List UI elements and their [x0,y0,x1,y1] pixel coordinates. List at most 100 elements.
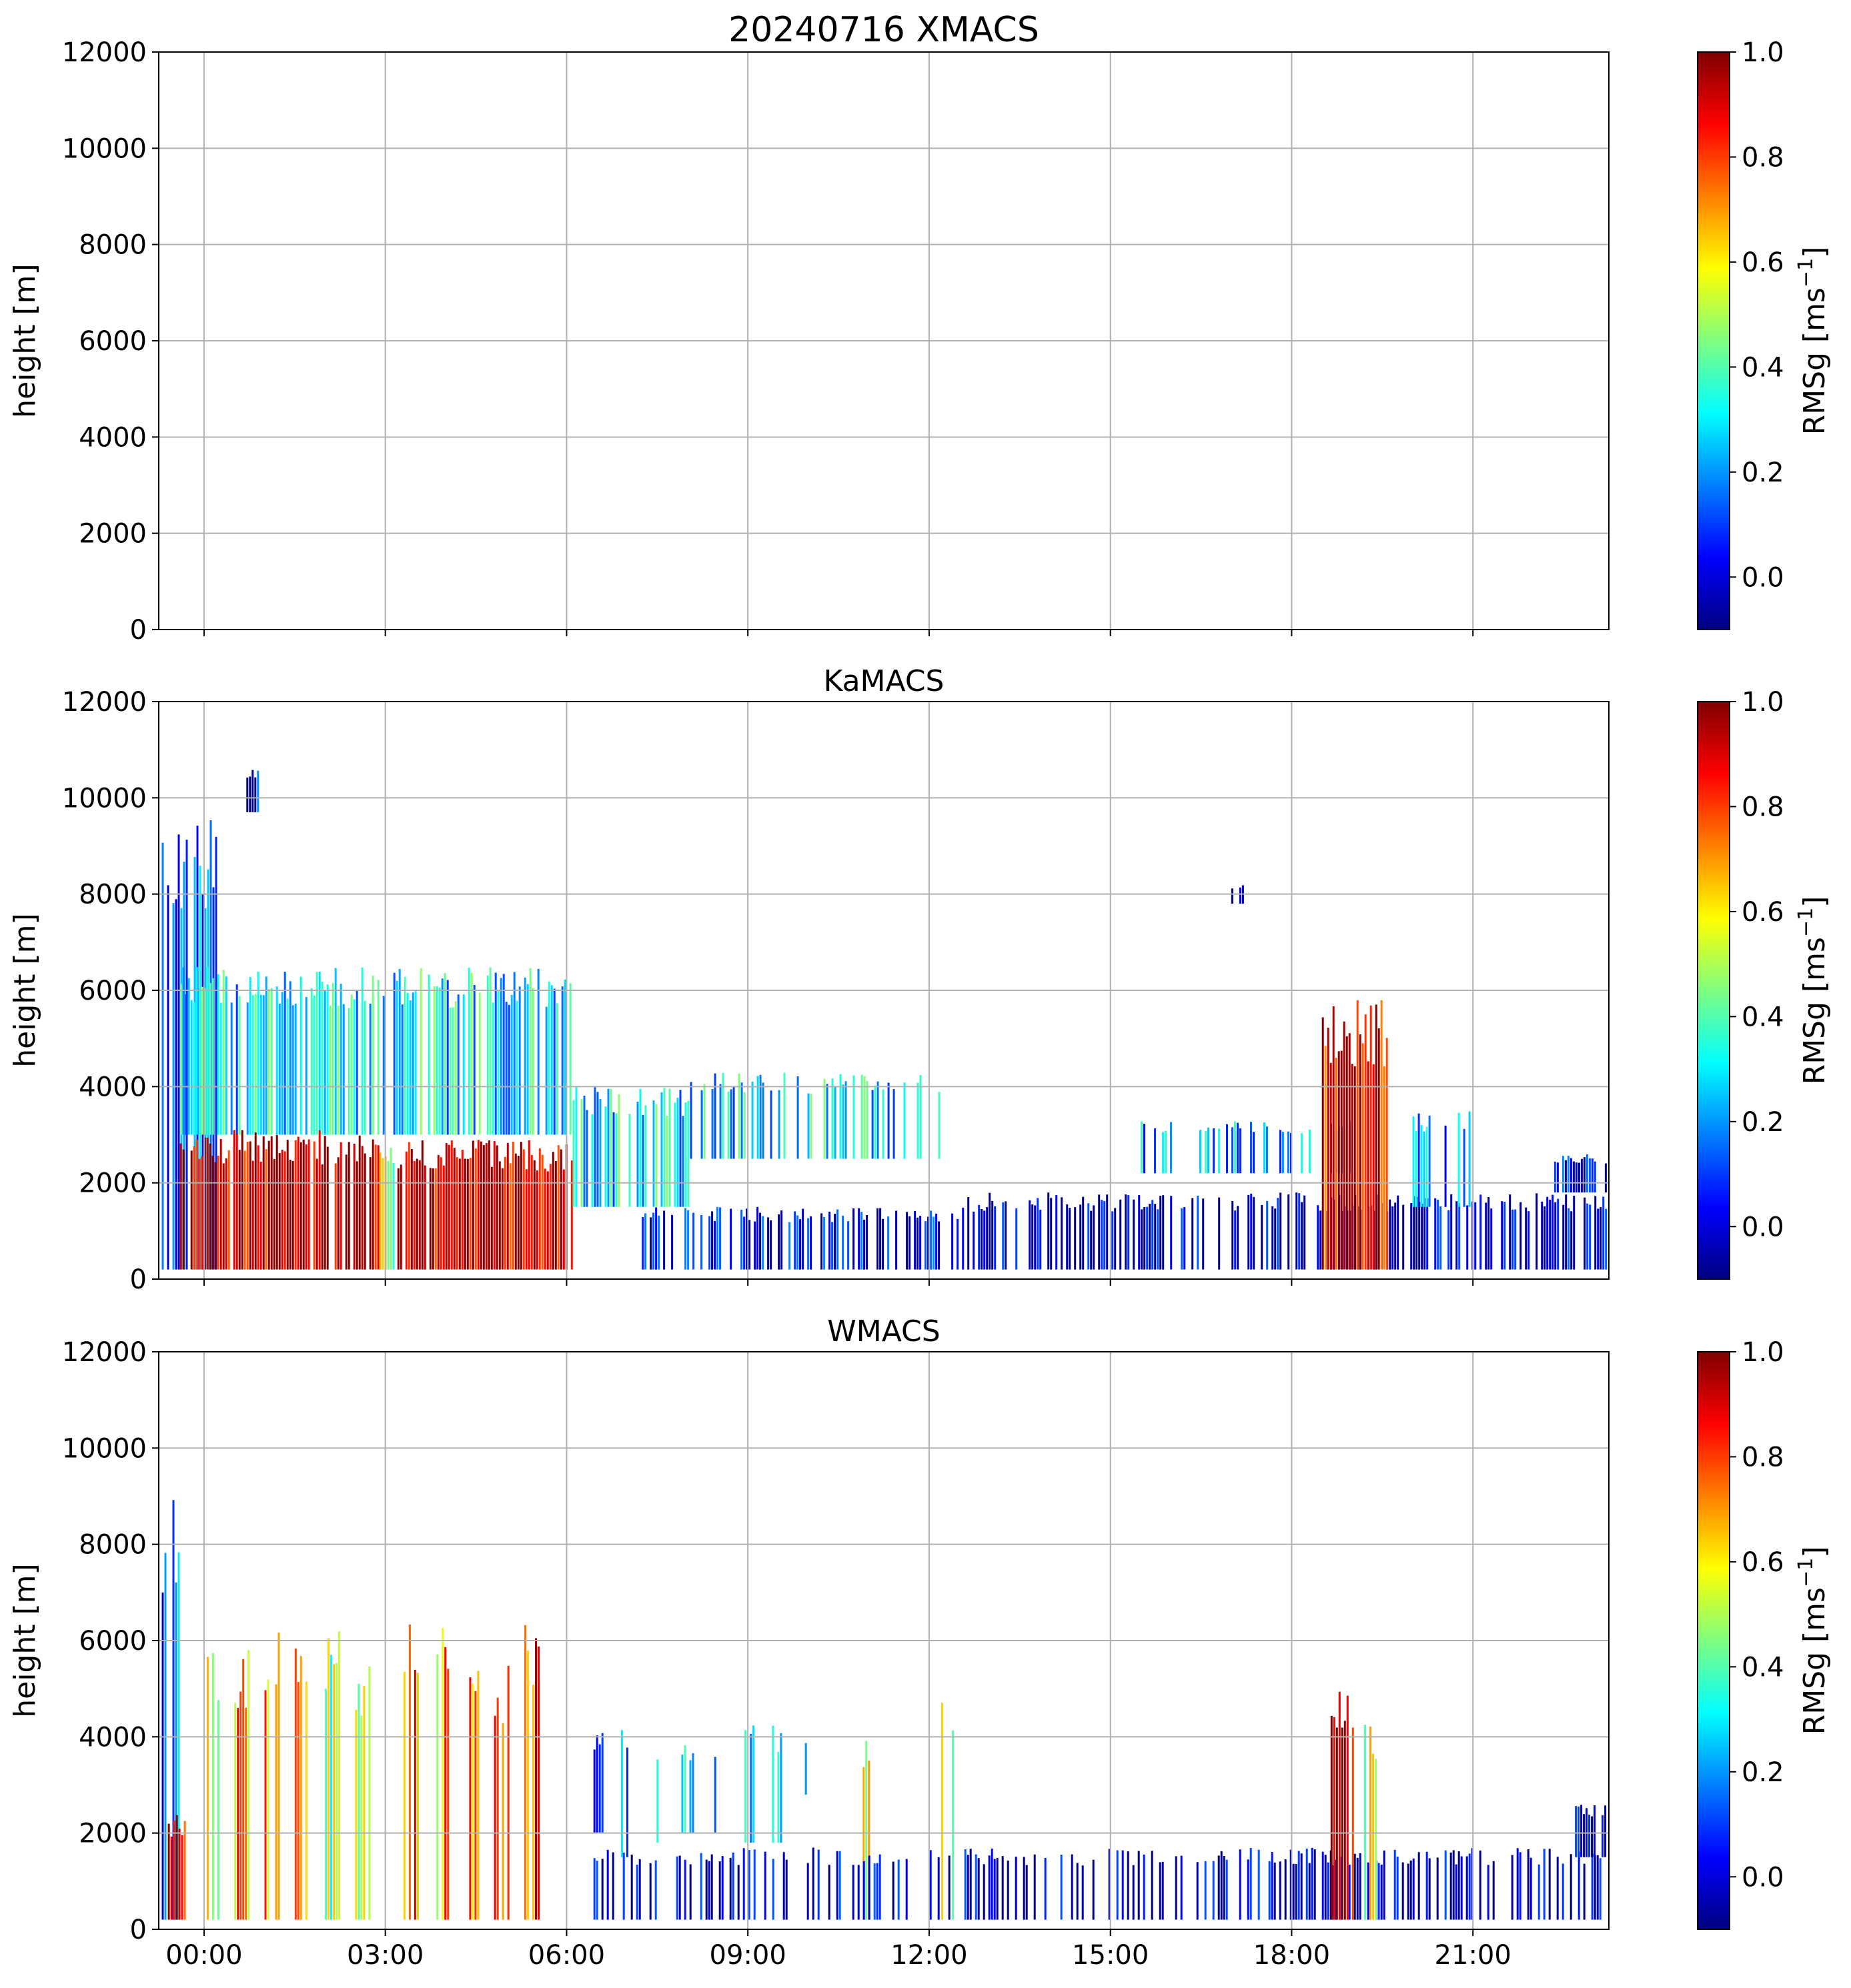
data-column [644,1213,647,1270]
colorbar-tick-label: 0.6 [1742,1547,1784,1578]
data-column [1383,1850,1385,1920]
colorbar-label: RMSg [ms−1] [1794,1547,1832,1735]
data-column [796,1076,799,1159]
data-column [663,1088,666,1207]
data-column [277,1632,280,1920]
data-column [1050,1198,1053,1270]
data-column [500,978,502,1135]
data-column [1485,1202,1487,1270]
data-column [991,1848,993,1920]
data-column [254,994,257,1135]
data-column [1423,1198,1426,1270]
data-column [583,1095,586,1207]
data-column [636,1865,638,1920]
data-column [350,994,353,1135]
data-column [1377,1028,1380,1270]
data-column [1079,1204,1082,1270]
data-column [219,1002,222,1135]
data-column [1300,1853,1303,1920]
data-feature [1364,1725,1377,1920]
data-column [275,1135,278,1270]
data-column [450,1140,453,1270]
data-column [1234,1121,1236,1174]
data-column [265,976,267,1135]
data-column [348,1142,350,1270]
data-column [682,1116,684,1207]
data-column [1409,1860,1412,1920]
data-column [1423,1131,1425,1207]
data-column [981,1209,983,1270]
data-feature [524,1625,540,1920]
data-column [927,1216,930,1270]
data-column [1407,1863,1409,1920]
data-column [321,1164,324,1270]
data-column [887,1216,890,1270]
data-column [259,1161,262,1270]
data-column [988,1855,991,1920]
data-column [251,995,254,1135]
data-feature [593,1847,1602,1920]
data-column [703,1084,706,1159]
data-column [1586,1203,1589,1270]
data-column [711,1089,714,1159]
data-column [211,1156,214,1270]
colorbar-tick-label: 1.0 [1742,37,1784,68]
data-column [952,1730,955,1920]
data-column [498,1161,501,1270]
data-column [732,1852,734,1920]
data-column [453,1148,456,1270]
x-tick-label: 21:00 [1435,1940,1511,1971]
data-column [1359,1034,1361,1270]
data-column [1297,1851,1300,1920]
data-column [267,1679,269,1920]
data-feature [494,1665,510,1920]
data-column [179,984,182,1135]
data-column [1578,1162,1580,1193]
data-column [1578,1806,1580,1857]
data-column [1594,1805,1596,1857]
data-column [1348,1865,1351,1920]
data-column [996,1857,999,1920]
data-column [489,967,492,1135]
data-column [552,1152,554,1270]
data-column [612,1852,614,1920]
data-column [1015,1857,1017,1920]
data-column [330,1655,333,1920]
data-column [241,1130,243,1270]
data-column [598,1744,601,1833]
data-column [358,1135,361,1270]
data-column [396,980,398,1135]
data-column [217,974,219,1135]
data-column [262,1136,265,1270]
data-column [1417,1113,1420,1207]
colorbar-gradient [1697,1351,1730,1930]
data-column [1165,1130,1167,1174]
data-feature [167,1815,186,1920]
x-tick-label: 15:00 [1072,1940,1149,1971]
data-column [1575,1806,1578,1857]
data-column [1361,1043,1364,1270]
data-column [432,1168,434,1270]
data-column [440,1157,442,1270]
data-column [544,1168,546,1270]
panel-title: 20240716 XMACS [728,10,1039,50]
data-column [756,1206,759,1270]
data-column [437,1154,440,1270]
data-column [509,1163,512,1270]
y-axis-label: height [m] [8,263,42,417]
data-column [404,976,406,1135]
data-column [1335,1727,1338,1920]
data-column [398,968,401,1135]
data-column [421,1140,424,1270]
data-column [621,1730,623,1857]
data-column [496,1145,498,1270]
data-column [537,968,540,1135]
y-tick-label: 4000 [79,1722,147,1753]
colorbar: 0.0 0.2 0.4 0.6 0.8 1.0 RMSg [ms−1] [1697,37,1832,630]
data-column [1295,1864,1297,1920]
data-column [209,1143,211,1270]
data-column [1412,1858,1415,1920]
data-column [501,1168,504,1270]
data-column [1402,1204,1405,1270]
y-tick-label: 8000 [79,230,147,261]
